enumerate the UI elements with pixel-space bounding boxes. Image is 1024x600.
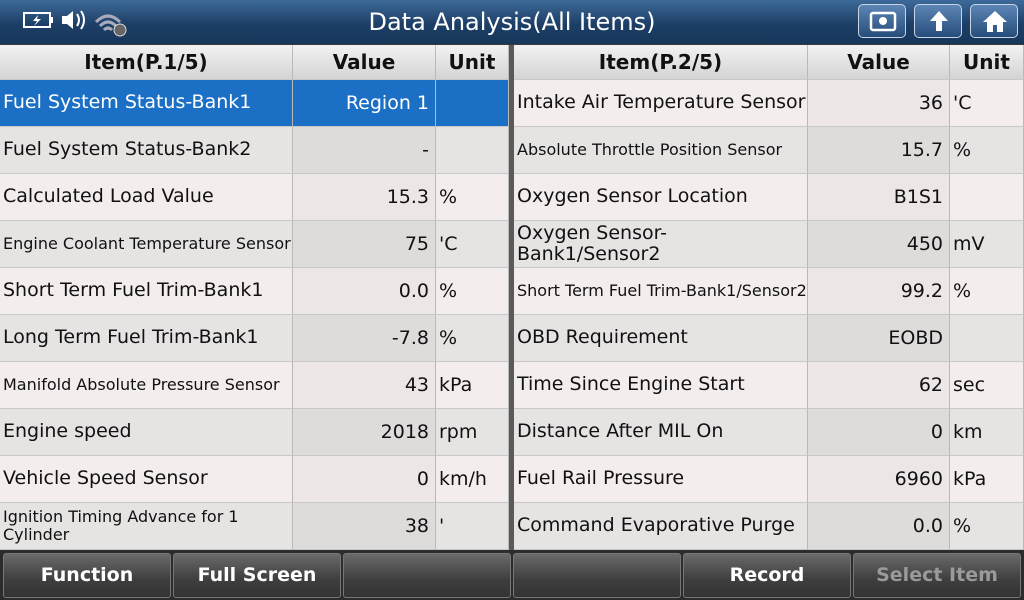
data-table: Item(P.2/5) Value Unit Intake Air Temperatu… <box>514 45 1024 550</box>
item-cell[interactable]: Ignition Timing Advance for 1 Cylinder <box>0 503 293 550</box>
column-header: Unit <box>950 45 1024 80</box>
unit-cell[interactable]: % <box>436 174 509 221</box>
unit-cell[interactable] <box>950 174 1024 221</box>
record-button[interactable]: Record <box>683 553 851 598</box>
item-cell[interactable]: Distance After MIL On <box>514 409 808 456</box>
blank-button <box>513 553 681 598</box>
item-cell[interactable]: Command Evaporative Purge <box>514 503 808 550</box>
item-cell[interactable]: Engine Coolant Temperature Sensor <box>0 221 293 268</box>
unit-cell[interactable]: % <box>950 268 1024 315</box>
value-cell[interactable]: 6960 <box>808 456 950 503</box>
screenshot-button[interactable] <box>858 4 906 38</box>
unit-cell[interactable]: % <box>436 268 509 315</box>
item-cell[interactable]: Short Term Fuel Trim-Bank1/Sensor2 <box>514 268 808 315</box>
value-cell[interactable]: 0.0 <box>293 268 436 315</box>
unit-cell[interactable] <box>436 127 509 174</box>
unit-cell[interactable]: ' <box>436 503 509 550</box>
value-cell[interactable]: 2018 <box>293 409 436 456</box>
item-cell[interactable]: Calculated Load Value <box>0 174 293 221</box>
value-cell[interactable]: EOBD <box>808 315 950 362</box>
status-icons <box>23 10 127 37</box>
value-cell[interactable]: B1S1 <box>808 174 950 221</box>
blank-button <box>343 553 511 598</box>
value-cell[interactable]: 0.0 <box>808 503 950 550</box>
unit-cell[interactable]: 'C <box>436 221 509 268</box>
column-header: Item(P.1/5) <box>0 45 293 80</box>
bottom-bar: Function Full Screen Record Select Item <box>0 550 1024 600</box>
value-cell[interactable]: 15.3 <box>293 174 436 221</box>
value-cell[interactable]: 99.2 <box>808 268 950 315</box>
unit-cell[interactable]: km <box>950 409 1024 456</box>
column-header: Value <box>293 45 436 80</box>
unit-cell[interactable]: kPa <box>436 362 509 409</box>
item-cell[interactable]: Intake Air Temperature Sensor <box>514 80 808 127</box>
value-cell[interactable]: 450 <box>808 221 950 268</box>
value-cell[interactable]: -7.8 <box>293 315 436 362</box>
unit-cell[interactable] <box>950 315 1024 362</box>
function-button[interactable]: Function <box>3 553 171 598</box>
item-cell[interactable]: Short Term Fuel Trim-Bank1 <box>0 268 293 315</box>
value-cell[interactable]: 0 <box>293 456 436 503</box>
item-cell[interactable]: Manifold Absolute Pressure Sensor <box>0 362 293 409</box>
item-cell[interactable]: Fuel System Status-Bank1 <box>0 80 293 127</box>
item-cell[interactable]: Fuel Rail Pressure <box>514 456 808 503</box>
unit-cell[interactable]: kPa <box>950 456 1024 503</box>
top-bar: Data Analysis(All Items) <box>0 0 1024 44</box>
unit-cell[interactable]: mV <box>950 221 1024 268</box>
item-cell[interactable]: Long Term Fuel Trim-Bank1 <box>0 315 293 362</box>
divider <box>509 45 514 550</box>
item-cell[interactable]: Engine speed <box>0 409 293 456</box>
value-cell[interactable]: 43 <box>293 362 436 409</box>
unit-cell[interactable] <box>436 80 509 127</box>
item-cell[interactable]: Fuel System Status-Bank2 <box>0 127 293 174</box>
value-cell[interactable]: 75 <box>293 221 436 268</box>
item-cell[interactable]: Oxygen Sensor Location <box>514 174 808 221</box>
value-cell[interactable]: 15.7 <box>808 127 950 174</box>
unit-cell[interactable]: % <box>950 127 1024 174</box>
item-cell[interactable]: Oxygen Sensor-Bank1/Sensor2 <box>514 221 808 268</box>
column-header: Unit <box>436 45 509 80</box>
unit-cell[interactable]: % <box>950 503 1024 550</box>
column-header: Item(P.2/5) <box>514 45 808 80</box>
title: Data Analysis(All Items) <box>368 8 656 36</box>
full-screen-button[interactable]: Full Screen <box>173 553 341 598</box>
back-button[interactable] <box>914 4 962 38</box>
column-header: Value <box>808 45 950 80</box>
unit-cell[interactable]: rpm <box>436 409 509 456</box>
value-cell[interactable]: 38 <box>293 503 436 550</box>
value-cell[interactable]: - <box>293 127 436 174</box>
item-cell[interactable]: Absolute Throttle Position Sensor <box>514 127 808 174</box>
unit-cell[interactable]: % <box>436 315 509 362</box>
value-cell[interactable]: 62 <box>808 362 950 409</box>
unit-cell[interactable]: sec <box>950 362 1024 409</box>
unit-cell[interactable]: km/h <box>436 456 509 503</box>
value-cell[interactable]: 0 <box>808 409 950 456</box>
item-cell[interactable]: Vehicle Speed Sensor <box>0 456 293 503</box>
select-item-button: Select Item <box>853 553 1021 598</box>
unit-cell[interactable]: 'C <box>950 80 1024 127</box>
item-cell[interactable]: OBD Requirement <box>514 315 808 362</box>
value-cell[interactable]: 36 <box>808 80 950 127</box>
item-cell[interactable]: Time Since Engine Start <box>514 362 808 409</box>
value-cell[interactable]: Region 1 <box>293 80 436 127</box>
home-button[interactable] <box>970 4 1018 38</box>
data-table: Item(P.1/5) Value Unit Fuel System Status-B… <box>0 45 509 550</box>
